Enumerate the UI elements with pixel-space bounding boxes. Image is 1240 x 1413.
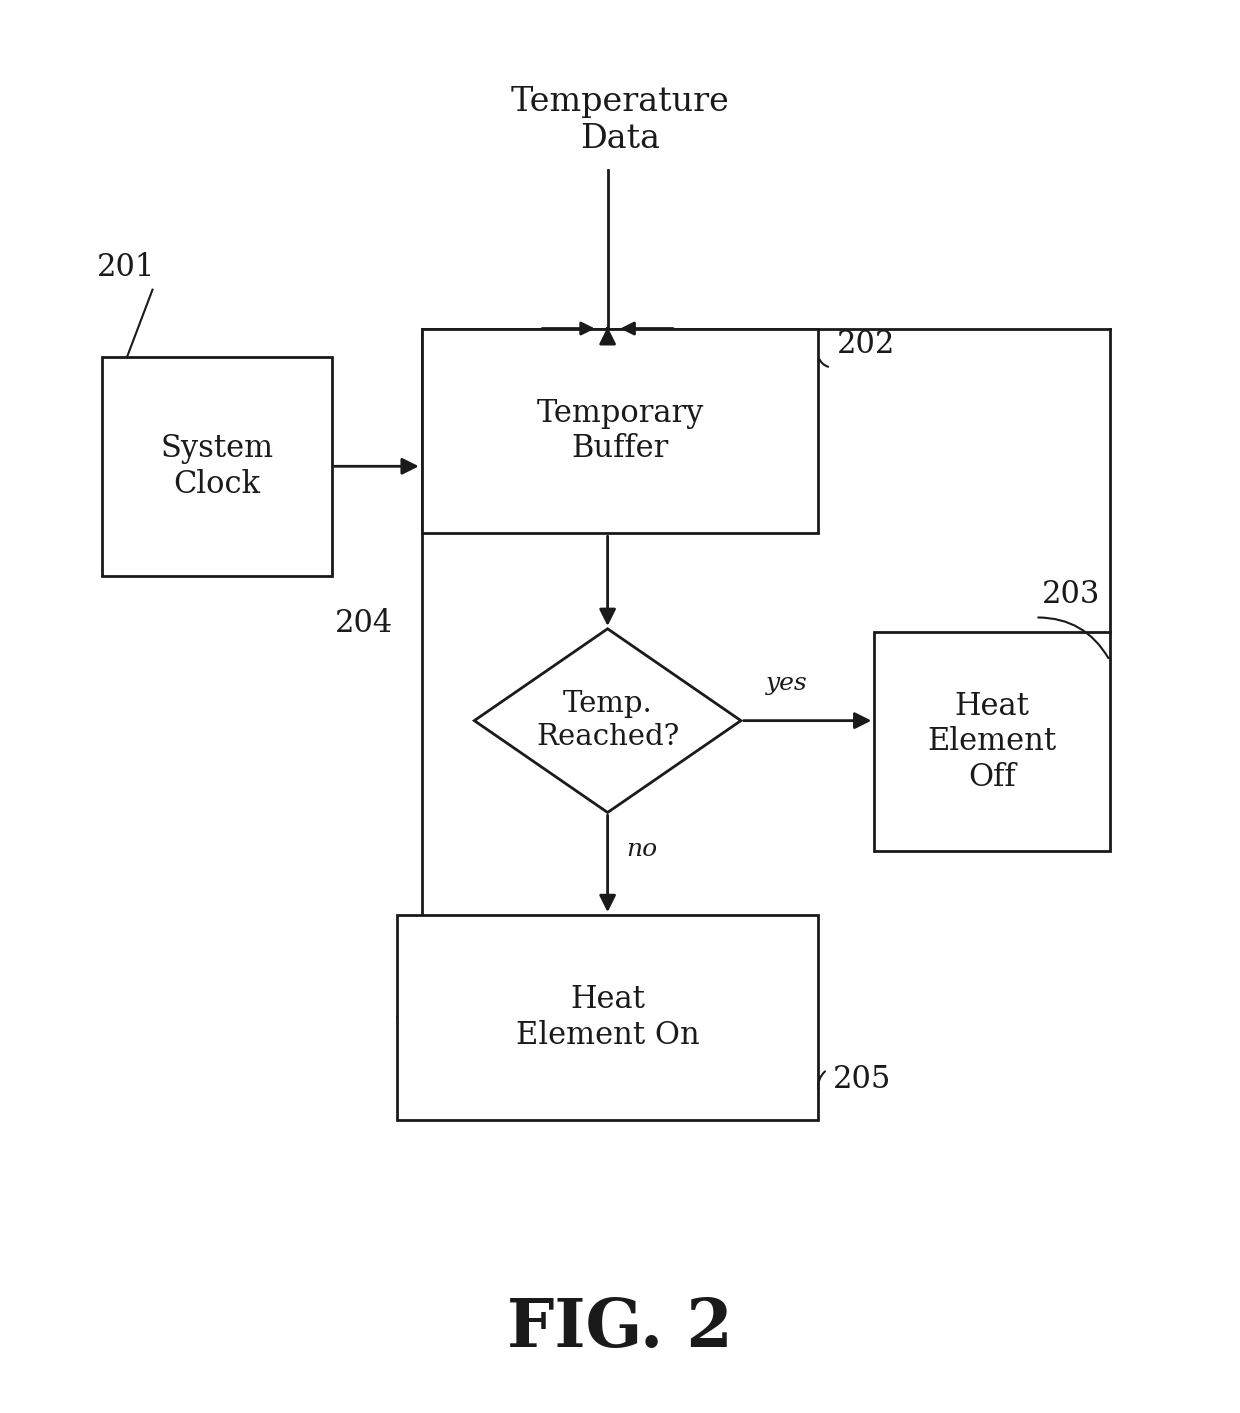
Text: FIG. 2: FIG. 2 <box>507 1296 733 1361</box>
Text: System
Clock: System Clock <box>160 432 274 500</box>
FancyBboxPatch shape <box>102 356 331 577</box>
FancyBboxPatch shape <box>422 329 818 533</box>
FancyBboxPatch shape <box>397 916 818 1119</box>
Text: Temp.
Reached?: Temp. Reached? <box>536 691 680 750</box>
Text: 203: 203 <box>1042 579 1100 610</box>
Text: yes: yes <box>766 673 807 695</box>
Text: Heat
Element
Off: Heat Element Off <box>928 691 1056 793</box>
FancyBboxPatch shape <box>874 633 1110 851</box>
Text: Temporary
Buffer: Temporary Buffer <box>537 397 703 465</box>
Text: 204: 204 <box>335 608 393 639</box>
Polygon shape <box>474 629 742 812</box>
Text: 201: 201 <box>97 252 155 283</box>
Text: no: no <box>626 838 657 861</box>
Text: 202: 202 <box>837 329 895 360</box>
Text: 205: 205 <box>833 1064 892 1095</box>
Text: Heat
Element On: Heat Element On <box>516 983 699 1051</box>
Text: Temperature
Data: Temperature Data <box>511 86 729 154</box>
